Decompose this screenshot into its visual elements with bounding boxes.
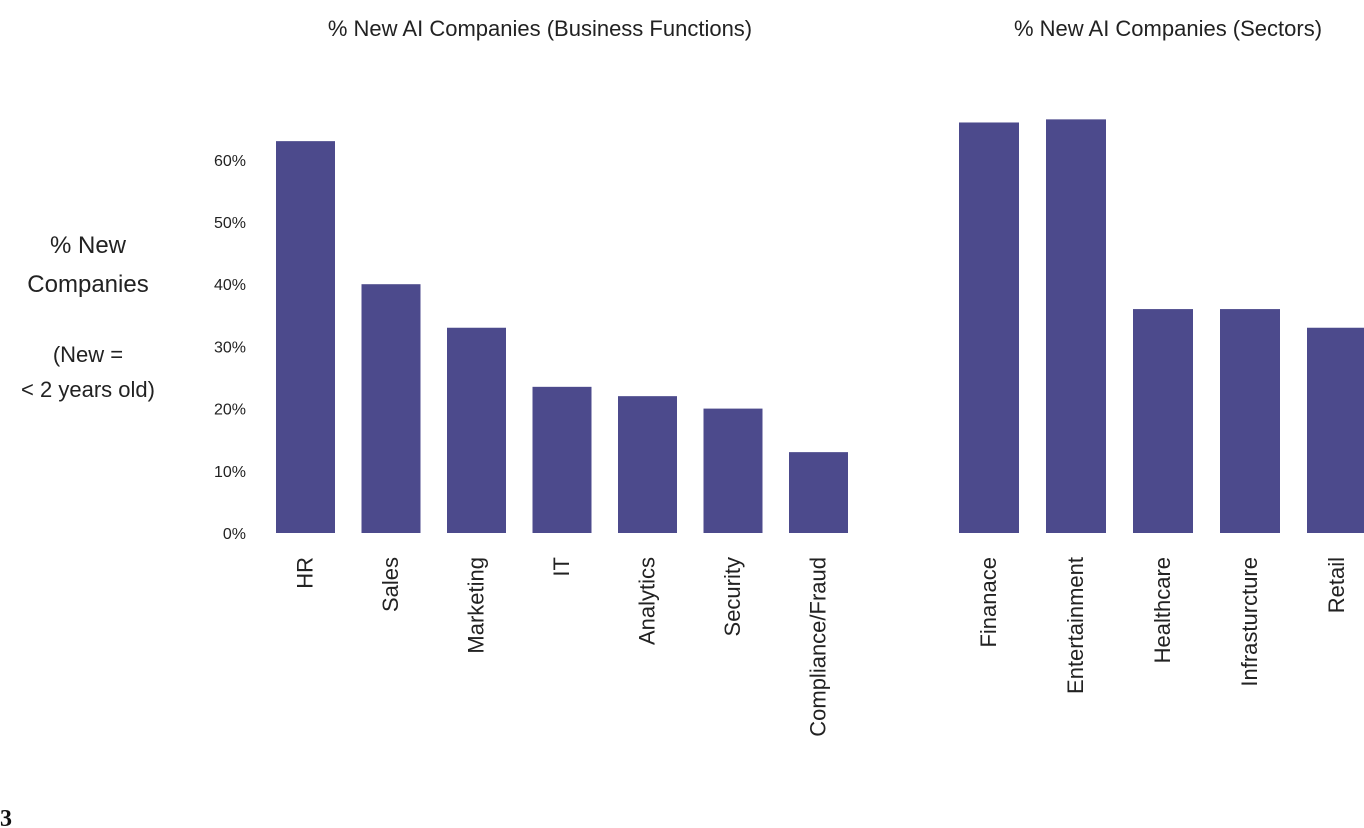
- category-label-analytics: Analytics: [635, 557, 660, 645]
- category-label-finanace: Finanace: [976, 557, 1001, 648]
- category-label-sales: Sales: [378, 557, 403, 612]
- bar-retail: [1307, 327, 1364, 533]
- category-label-marketing: Marketing: [464, 557, 489, 654]
- bar-healthcare: [1133, 309, 1193, 533]
- bar-finanace: [959, 122, 1019, 533]
- y-axis-label-line-2: Companies: [27, 271, 148, 298]
- category-labels-business-functions: HR Sales Marketing IT Analytics Security Compl…: [293, 557, 831, 737]
- y-axis-label-line-3: (New =: [53, 342, 123, 367]
- y-tick-label: 20%: [214, 402, 246, 419]
- y-tick-label: 40%: [214, 277, 246, 294]
- bar-it: [532, 386, 592, 533]
- category-label-entertainment: Entertainment: [1063, 557, 1088, 694]
- chart-left-title: % New AI Companies (Business Functions): [328, 16, 752, 41]
- y-axis-label: % New Companies (New = < 2 years old): [21, 232, 155, 402]
- y-axis-label-line-4: < 2 years old): [21, 377, 155, 402]
- y-tick-label: 60%: [214, 153, 246, 170]
- y-tick-label: 0%: [223, 526, 246, 543]
- chart-right-title: % New AI Companies (Sectors): [1014, 16, 1322, 41]
- bar-series-sectors: [959, 119, 1364, 534]
- category-label-security: Security: [720, 557, 745, 636]
- bar-sales: [361, 284, 421, 533]
- category-label-healthcare: Healthcare: [1150, 557, 1175, 663]
- category-label-infrasturcture: Infrasturcture: [1237, 557, 1262, 687]
- y-tick-label: 10%: [214, 464, 246, 481]
- y-tick-label: 50%: [214, 215, 246, 232]
- bar-infrasturcture: [1220, 309, 1280, 533]
- bar-compliance-fraud: [789, 452, 848, 533]
- corner-label: 3: [0, 806, 12, 828]
- bar-entertainment: [1046, 119, 1106, 534]
- bar-analytics: [618, 396, 677, 533]
- category-labels-sectors: Finanace Entertainment Healthcare Infrastur…: [976, 557, 1349, 694]
- category-label-retail: Retail: [1324, 557, 1349, 613]
- category-label-compliance-fraud: Compliance/Fraud: [806, 557, 831, 737]
- category-label-it: IT: [549, 557, 574, 577]
- y-tick-labels: 0% 10% 20% 30% 40% 50% 60%: [214, 153, 246, 543]
- bar-marketing: [447, 327, 506, 533]
- y-axis-label-line-1: % New: [50, 232, 127, 259]
- bar-security: [703, 408, 763, 533]
- chart-left: % New AI Companies (Business Functions) …: [214, 16, 848, 737]
- chart-right: % New AI Companies (Sectors) Finanace Ent…: [959, 16, 1364, 694]
- bar-hr: [276, 141, 335, 533]
- y-tick-label: 30%: [214, 339, 246, 356]
- category-label-hr: HR: [293, 557, 318, 589]
- bar-series-business-functions: [276, 141, 848, 533]
